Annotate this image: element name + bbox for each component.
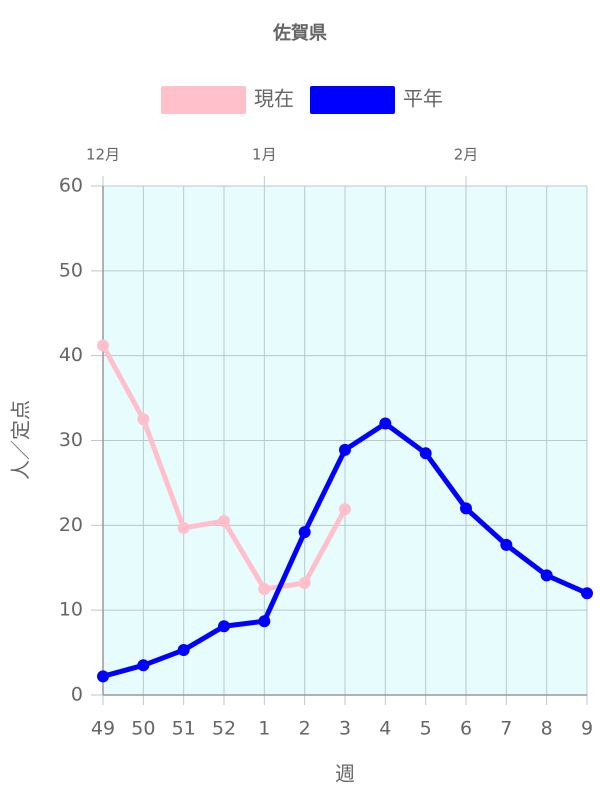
y-axis-label: 人／定点	[9, 400, 33, 480]
x-tick-label: 51	[172, 718, 196, 740]
data-point	[540, 569, 553, 582]
data-point	[298, 577, 311, 590]
y-tick-label: 30	[59, 429, 83, 451]
x-tick-label: 5	[420, 718, 432, 740]
top-tick-label: 12月	[86, 146, 120, 164]
data-point	[258, 615, 271, 628]
data-point	[218, 620, 230, 633]
data-point	[177, 521, 190, 534]
x-tick-label: 4	[379, 718, 391, 740]
data-point	[581, 587, 593, 600]
data-point	[218, 515, 230, 528]
top-tick-label: 1月	[252, 146, 277, 164]
x-tick-label: 2	[299, 718, 311, 740]
y-tick-label: 50	[59, 259, 83, 281]
legend-label: 現在	[254, 87, 294, 111]
data-point	[298, 526, 311, 539]
y-tick-label: 20	[59, 514, 83, 536]
data-point	[339, 503, 351, 516]
x-tick-label: 1	[258, 718, 270, 740]
legend-swatch	[161, 86, 246, 114]
y-tick-label: 60	[59, 175, 83, 197]
data-point	[97, 670, 109, 683]
top-tick-label: 2月	[454, 146, 479, 164]
data-point	[379, 417, 392, 430]
x-axis-label: 週	[335, 762, 355, 786]
y-tick-label: 0	[71, 684, 83, 706]
data-point	[500, 538, 513, 551]
x-tick-label: 6	[460, 718, 472, 740]
data-point	[419, 447, 432, 460]
x-tick-label: 8	[541, 718, 553, 740]
x-tick-label: 52	[212, 718, 236, 740]
data-point	[460, 502, 472, 515]
chart-title: 佐賀県	[272, 22, 327, 44]
legend-swatch	[310, 86, 395, 114]
data-point	[97, 339, 109, 352]
x-tick-label: 49	[91, 718, 115, 740]
y-tick-label: 40	[59, 344, 83, 366]
data-point	[177, 644, 190, 657]
x-tick-label: 50	[131, 718, 155, 740]
data-point	[258, 582, 271, 595]
x-tick-label: 9	[581, 718, 593, 740]
x-tick-label: 7	[500, 718, 512, 740]
x-tick-label: 3	[339, 718, 351, 740]
data-point	[339, 443, 351, 456]
data-point	[137, 413, 150, 426]
legend-label: 平年	[403, 87, 443, 111]
y-tick-label: 10	[59, 599, 83, 621]
data-point	[137, 659, 150, 672]
